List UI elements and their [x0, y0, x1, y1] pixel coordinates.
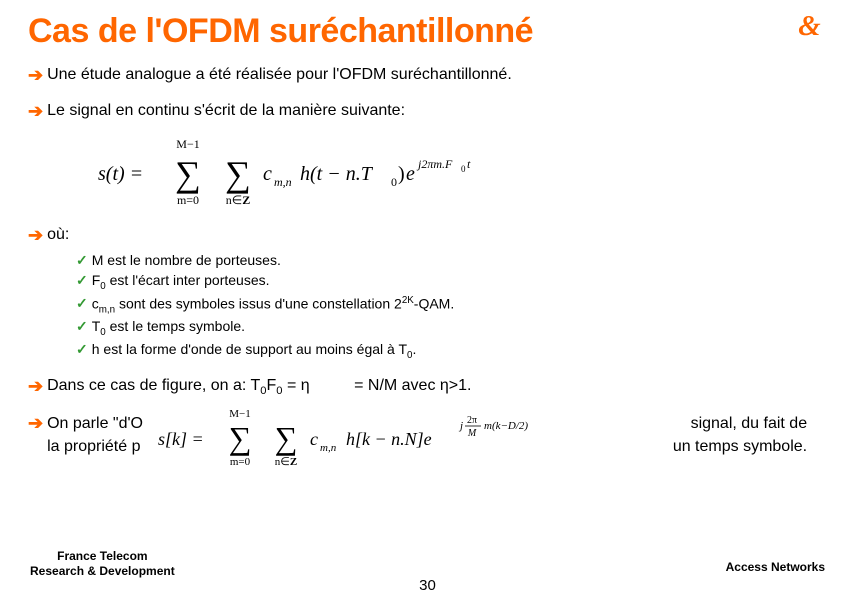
- bullet-3-text: où:: [47, 225, 69, 246]
- svg-text:2π: 2π: [467, 415, 477, 426]
- sub-2-text: F0 est l'écart inter porteuses.: [92, 271, 270, 293]
- check-icon: ✓: [76, 294, 88, 312]
- sub-bullet-list: ✓ M est le nombre de porteuses. ✓ F0 est…: [76, 251, 827, 363]
- svg-text:c: c: [263, 163, 272, 185]
- svg-text:m,n: m,n: [320, 442, 337, 454]
- formula-2: s[k] = M−1 ∑ m=0 ∑ n∈Z c m,n h[k − n.N]e…: [158, 407, 618, 474]
- svg-text:m=0: m=0: [230, 456, 251, 468]
- bullet-1-text: Une étude analogue a été réalisée pour l…: [47, 65, 512, 86]
- arrow-icon: ➔: [28, 101, 43, 123]
- bullet-3: ➔ où:: [28, 225, 827, 247]
- svg-text:j: j: [458, 420, 463, 432]
- sub-4-text: T0 est le temps symbole.: [92, 317, 245, 339]
- check-icon: ✓: [76, 251, 88, 269]
- arrow-icon: ➔: [28, 65, 43, 87]
- svg-text:c: c: [310, 429, 318, 449]
- bullet-5-row: ➔ On parle "d'O signal, du fait de la pr…: [28, 413, 827, 458]
- svg-text:): ): [398, 163, 405, 185]
- sub-5-text: h est la forme d'onde de support au moin…: [92, 340, 417, 362]
- sub-3-text: cm,n sont des symboles issus d'une const…: [92, 294, 455, 317]
- svg-text:n∈Z: n∈Z: [275, 456, 297, 468]
- svg-text:∑: ∑: [225, 154, 251, 194]
- arrow-icon: ➔: [28, 376, 43, 398]
- svg-text:∑: ∑: [275, 420, 298, 456]
- svg-text:s(t) =: s(t) =: [98, 163, 143, 185]
- svg-text:M−1: M−1: [176, 137, 199, 151]
- slide-title: Cas de l'OFDM suréchantillonné: [28, 12, 827, 51]
- svg-text:∑: ∑: [229, 420, 252, 456]
- svg-text:j2πm.F: j2πm.F: [416, 157, 453, 171]
- bullet-1: ➔ Une étude analogue a été réalisée pour…: [28, 65, 827, 87]
- sub-item-2: ✓ F0 est l'écart inter porteuses.: [76, 271, 827, 293]
- svg-text:s[k] =: s[k] =: [158, 429, 204, 449]
- sub-item-3: ✓ cm,n sont des symboles issus d'une con…: [76, 294, 827, 317]
- bullet-2: ➔ Le signal en continu s'écrit de la man…: [28, 101, 827, 123]
- sub-1-text: M est le nombre de porteuses.: [92, 251, 281, 270]
- svg-text:n∈Z: n∈Z: [226, 193, 250, 207]
- svg-text:∑: ∑: [175, 154, 201, 194]
- arrow-icon: ➔: [28, 413, 43, 435]
- check-icon: ✓: [76, 317, 88, 335]
- svg-text:0: 0: [461, 164, 466, 174]
- sub-item-5: ✓ h est la forme d'onde de support au mo…: [76, 340, 827, 362]
- svg-text:h(t − n.T: h(t − n.T: [300, 163, 374, 185]
- svg-text:h[k − n.N]e: h[k − n.N]e: [346, 429, 432, 449]
- svg-text:M−1: M−1: [229, 408, 250, 420]
- sub-item-1: ✓ M est le nombre de porteuses.: [76, 251, 827, 270]
- sub-item-4: ✓ T0 est le temps symbole.: [76, 317, 827, 339]
- footer-left: France Telecom Research & Development: [30, 549, 175, 578]
- page-number: 30: [419, 577, 436, 594]
- bullet-2-text: Le signal en continu s'écrit de la maniè…: [47, 101, 405, 122]
- ampersand-logo: &: [791, 8, 827, 44]
- check-icon: ✓: [76, 271, 88, 289]
- svg-text:M: M: [467, 428, 477, 439]
- svg-text:m=0: m=0: [177, 193, 199, 207]
- svg-text:m,n: m,n: [274, 175, 292, 189]
- svg-text:e: e: [406, 163, 415, 185]
- bullet-4-text: Dans ce cas de figure, on a: T0F0 = η = …: [47, 376, 471, 399]
- arrow-icon: ➔: [28, 225, 43, 247]
- svg-text:m(k−D/2): m(k−D/2): [484, 420, 528, 432]
- svg-text:&: &: [798, 10, 821, 42]
- formula-1: s(t) = M−1 ∑ m=0 ∑ n∈Z c m,n h(t − n.T 0…: [98, 136, 827, 213]
- bullet-4: ➔ Dans ce cas de figure, on a: T0F0 = η …: [28, 376, 827, 399]
- check-icon: ✓: [76, 340, 88, 358]
- footer-right: Access Networks: [726, 560, 825, 574]
- svg-text:t: t: [467, 157, 471, 171]
- svg-text:0: 0: [391, 175, 397, 189]
